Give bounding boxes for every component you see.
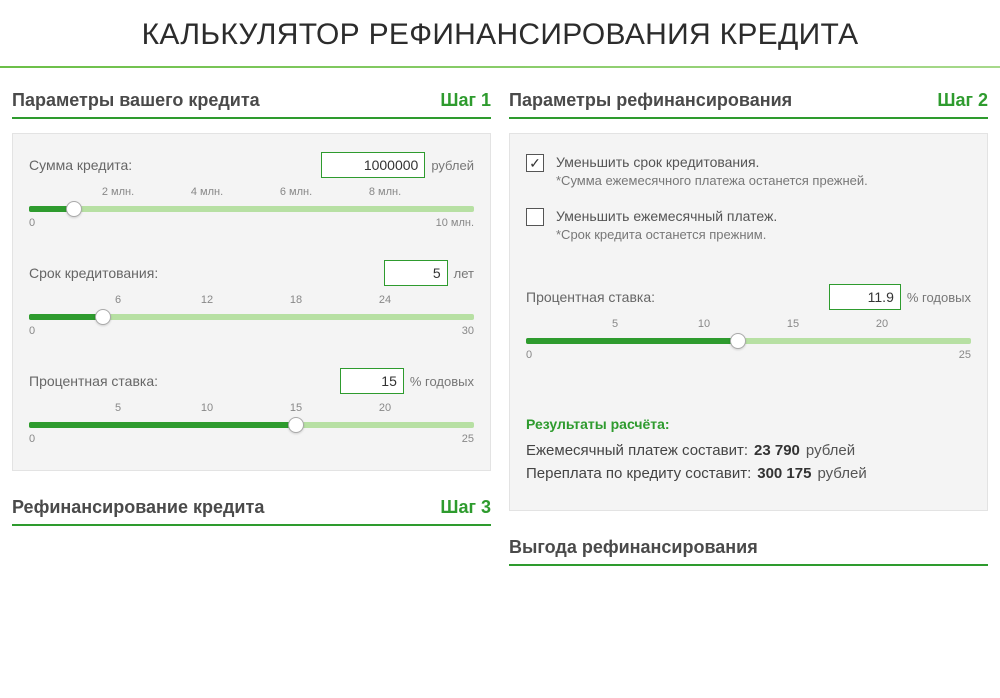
result-overpay: Переплата по кредиту составит: 300 175 р… bbox=[526, 465, 971, 482]
checkbox-icon[interactable] bbox=[526, 208, 544, 226]
page-title: КАЛЬКУЛЯТОР РЕФИНАНСИРОВАНИЯ КРЕДИТА bbox=[0, 0, 1000, 66]
reduce-payment-option[interactable]: Уменьшить ежемесячный платеж. *Срок кред… bbox=[526, 206, 971, 242]
title-underline bbox=[0, 66, 1000, 68]
option-note: *Сумма ежемесячного платежа останется пр… bbox=[556, 173, 868, 188]
option-label: Уменьшить ежемесячный платеж. bbox=[556, 206, 777, 227]
result-label: Ежемесячный платеж составит: bbox=[526, 442, 748, 459]
left-column: Параметры вашего кредита Шаг 1 Сумма кре… bbox=[12, 90, 491, 580]
amount-unit: рублей bbox=[431, 158, 474, 173]
slider-max: 30 bbox=[462, 325, 474, 337]
result-unit: рублей bbox=[806, 442, 855, 459]
results-title: Результаты расчёта: bbox=[526, 416, 971, 432]
slider-min: 0 bbox=[29, 433, 35, 445]
section-head-refi-params: Параметры рефинансирования Шаг 2 bbox=[509, 90, 988, 119]
step-label: Шаг 3 bbox=[440, 497, 491, 518]
slider-tick: 10 bbox=[201, 402, 213, 414]
right-column: Параметры рефинансирования Шаг 2 Уменьши… bbox=[509, 90, 988, 580]
term-label: Срок кредитования: bbox=[29, 265, 158, 281]
section-head-params: Параметры вашего кредита Шаг 1 bbox=[12, 90, 491, 119]
rate-slider[interactable]: 5 10 15 20 0 25 bbox=[29, 402, 474, 442]
slider-thumb[interactable] bbox=[288, 417, 304, 433]
step-label: Шаг 2 bbox=[937, 90, 988, 111]
option-label: Уменьшить срок кредитования. bbox=[556, 152, 868, 173]
slider-tick: 4 млн. bbox=[191, 186, 223, 198]
slider-min: 0 bbox=[526, 349, 532, 361]
slider-min: 0 bbox=[29, 217, 35, 229]
result-value: 300 175 bbox=[757, 465, 811, 482]
reduce-term-option[interactable]: Уменьшить срок кредитования. *Сумма ежем… bbox=[526, 152, 971, 188]
slider-thumb[interactable] bbox=[730, 333, 746, 349]
term-slider[interactable]: 6 12 18 24 0 30 bbox=[29, 294, 474, 334]
slider-tick: 8 млн. bbox=[369, 186, 401, 198]
term-input[interactable] bbox=[384, 260, 448, 286]
term-unit: лет bbox=[454, 266, 474, 281]
refi-rate-label: Процентная ставка: bbox=[526, 289, 655, 305]
section-title: Параметры вашего кредита bbox=[12, 90, 260, 111]
refi-params-panel: Уменьшить срок кредитования. *Сумма ежем… bbox=[509, 133, 988, 511]
section-title: Рефинансирование кредита bbox=[12, 497, 264, 518]
slider-tick: 20 bbox=[379, 402, 391, 414]
slider-tick: 5 bbox=[612, 318, 618, 330]
slider-max: 10 млн. bbox=[436, 217, 474, 229]
amount-label: Сумма кредита: bbox=[29, 157, 132, 173]
refi-rate-unit: % годовых bbox=[907, 290, 971, 305]
amount-row: Сумма кредита: рублей bbox=[29, 152, 474, 178]
refi-rate-slider[interactable]: 5 10 15 20 0 25 bbox=[526, 318, 971, 358]
slider-tick: 18 bbox=[290, 294, 302, 306]
rate-unit: % годовых bbox=[410, 374, 474, 389]
result-unit: рублей bbox=[817, 465, 866, 482]
amount-input[interactable] bbox=[321, 152, 425, 178]
result-monthly: Ежемесячный платеж составит: 23 790 рубл… bbox=[526, 442, 971, 459]
slider-max: 25 bbox=[462, 433, 474, 445]
slider-tick: 5 bbox=[115, 402, 121, 414]
slider-min: 0 bbox=[29, 325, 35, 337]
rate-label: Процентная ставка: bbox=[29, 373, 158, 389]
term-row: Срок кредитования: лет bbox=[29, 260, 474, 286]
refi-rate-input[interactable] bbox=[829, 284, 901, 310]
section-title: Параметры рефинансирования bbox=[509, 90, 792, 111]
section-head-refi: Рефинансирование кредита Шаг 3 bbox=[12, 497, 491, 526]
rate-input[interactable] bbox=[340, 368, 404, 394]
result-value: 23 790 bbox=[754, 442, 800, 459]
result-label: Переплата по кредиту составит: bbox=[526, 465, 751, 482]
slider-tick: 6 bbox=[115, 294, 121, 306]
slider-tick: 24 bbox=[379, 294, 391, 306]
slider-thumb[interactable] bbox=[95, 309, 111, 325]
option-note: *Срок кредита останется прежним. bbox=[556, 227, 777, 242]
refi-rate-row: Процентная ставка: % годовых bbox=[526, 284, 971, 310]
slider-tick: 10 bbox=[698, 318, 710, 330]
checkbox-icon[interactable] bbox=[526, 154, 544, 172]
loan-params-panel: Сумма кредита: рублей 2 млн. 4 млн. 6 млн.… bbox=[12, 133, 491, 471]
slider-tick: 6 млн. bbox=[280, 186, 312, 198]
slider-thumb[interactable] bbox=[66, 201, 82, 217]
amount-slider[interactable]: 2 млн. 4 млн. 6 млн. 8 млн. 0 10 млн. bbox=[29, 186, 474, 226]
section-head-benefit: Выгода рефинансирования bbox=[509, 537, 988, 566]
rate-row: Процентная ставка: % годовых bbox=[29, 368, 474, 394]
slider-tick: 15 bbox=[787, 318, 799, 330]
slider-tick: 12 bbox=[201, 294, 213, 306]
slider-max: 25 bbox=[959, 349, 971, 361]
slider-tick: 2 млн. bbox=[102, 186, 134, 198]
slider-tick: 15 bbox=[290, 402, 302, 414]
section-title: Выгода рефинансирования bbox=[509, 537, 758, 558]
slider-tick: 20 bbox=[876, 318, 888, 330]
step-label: Шаг 1 bbox=[440, 90, 491, 111]
